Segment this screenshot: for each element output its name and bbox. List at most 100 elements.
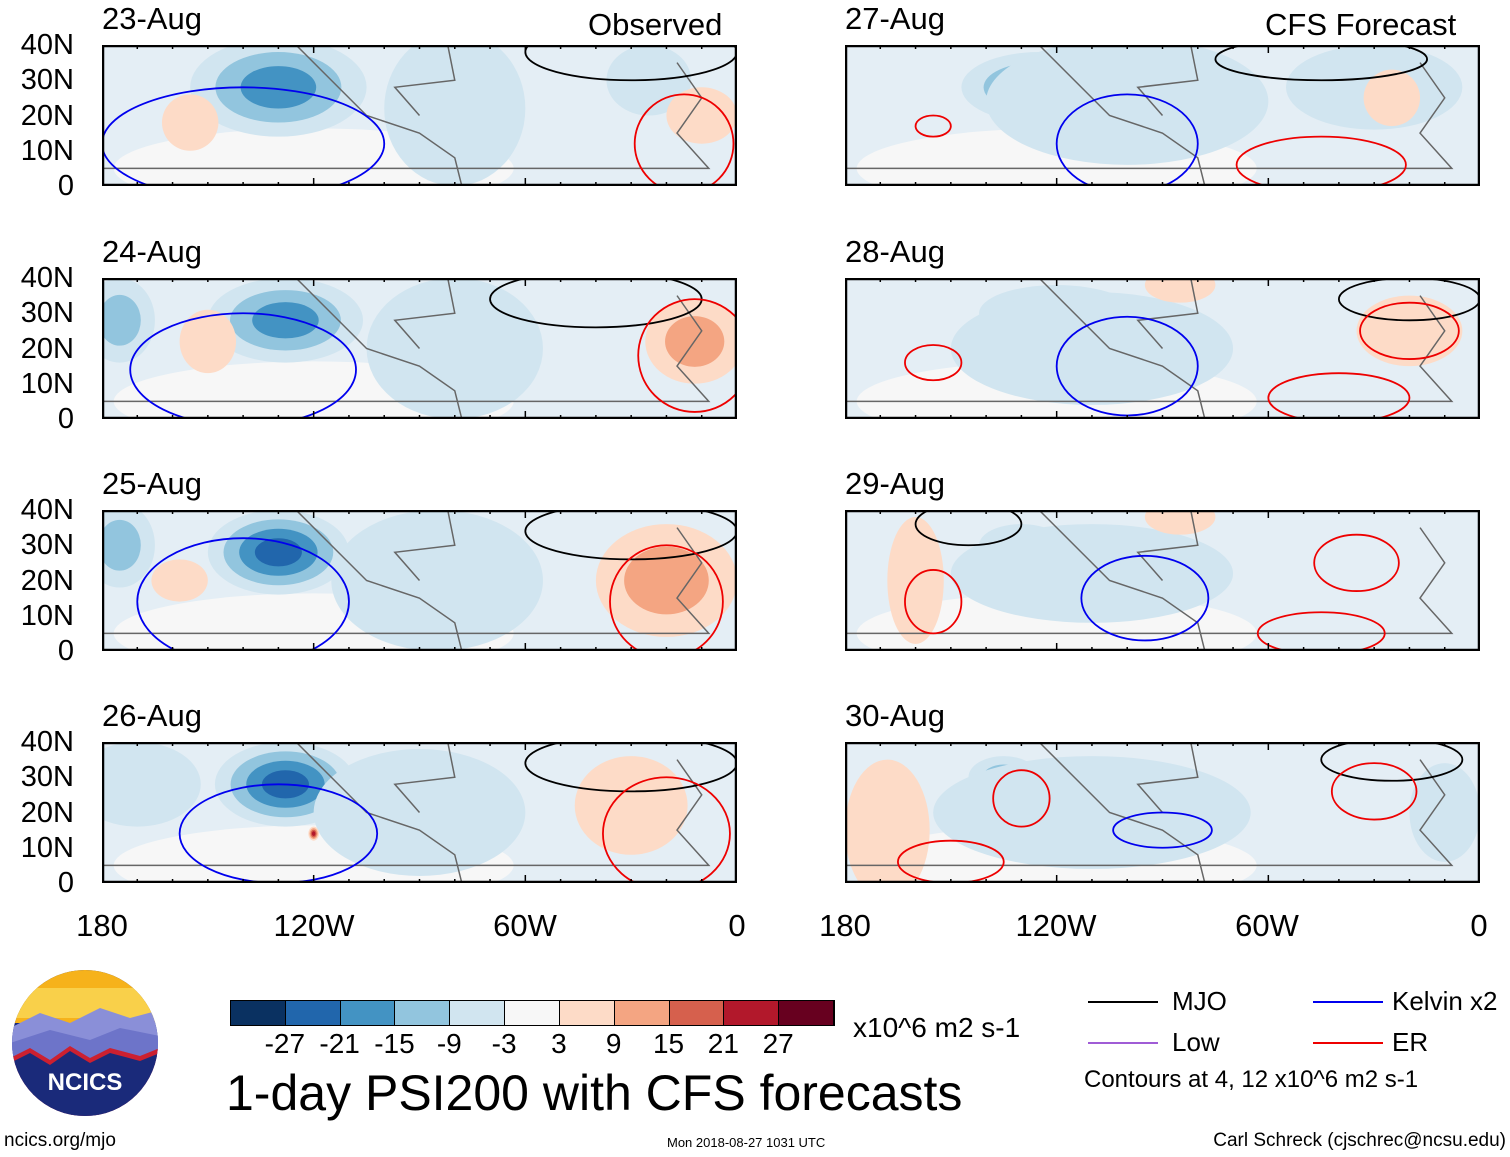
lat-tick: 30N (20, 297, 74, 330)
colorbar-swatch (559, 1001, 615, 1025)
colorbar (230, 1000, 835, 1026)
lat-tick: 30N (20, 529, 74, 562)
coastline (102, 278, 711, 419)
er-contour (904, 569, 963, 635)
lon-tick: 60W (493, 908, 557, 943)
colorbar-units: x10^6 m2 s-1 (853, 1012, 1021, 1043)
colorbar-swatch (779, 1001, 834, 1025)
anomaly-blob (366, 278, 543, 419)
colorbar-swatch (395, 1001, 451, 1025)
anomaly-blob (311, 831, 316, 836)
lat-tick: 0 (57, 403, 74, 435)
colorbar-label: 21 (707, 1028, 739, 1059)
mjo-contour (1338, 278, 1480, 322)
er-contour (1313, 533, 1400, 592)
legend-er-line (1313, 1042, 1383, 1044)
anomaly-blob (887, 517, 944, 644)
footer-author: Carl Schreck (cjschrec@ncsu.edu) (1213, 1130, 1506, 1151)
er-contour (904, 344, 963, 382)
lon-tick: 0 (1470, 908, 1488, 943)
anomaly-blob (1356, 295, 1463, 367)
anomaly-blob (986, 45, 1269, 165)
colorbar-swatch (505, 1001, 560, 1025)
anomaly-blob (151, 559, 208, 602)
lat-tick: 30N (20, 64, 74, 97)
er-contour (637, 298, 737, 413)
anomaly-blob (666, 87, 737, 144)
anomaly-blob (102, 294, 141, 346)
panel-date: 29-Aug (845, 466, 945, 501)
panel-date: 27-Aug (845, 1, 945, 36)
colorbar-swatch (340, 1001, 396, 1025)
lat-tick: 20N (20, 99, 74, 132)
er-contour (602, 776, 731, 883)
lat-tick: 10N (20, 599, 74, 632)
lat-tick: 30N (20, 761, 74, 794)
anomaly-blob (161, 94, 219, 151)
anomaly-blob (1409, 763, 1480, 862)
colorbar-label: -27 (264, 1028, 306, 1059)
coastline (845, 510, 1454, 651)
legend-kelvin-line (1313, 1001, 1383, 1003)
cfs-forecast-label: CFS Forecast (1265, 7, 1457, 42)
figure-title: 1-day PSI200 with CFS forecasts (226, 1065, 963, 1121)
colorbar-swatch (724, 1001, 780, 1025)
kelvin-contour (129, 312, 357, 419)
lat-tick: 0 (57, 867, 74, 899)
lat-tick: 20N (20, 564, 74, 597)
lon-tick: 120W (1015, 908, 1097, 943)
mjo-contour (524, 742, 737, 793)
kelvin-contour (102, 86, 386, 186)
mjo-contour (524, 510, 737, 561)
anomaly-blob (331, 510, 543, 651)
footer-url[interactable]: ncics.org/mjo (4, 1130, 116, 1151)
colorbar-swatch (285, 1001, 341, 1025)
logo-text: NCICS (48, 1069, 123, 1096)
colorbar-label: -9 (436, 1028, 462, 1059)
lat-tick: 10N (20, 367, 74, 400)
anomaly-blob (102, 742, 201, 827)
kelvin-contour (1112, 811, 1213, 849)
lat-tick: 10N (20, 134, 74, 167)
colorbar-label: 3 (551, 1028, 567, 1059)
anomaly-blob (933, 756, 1251, 869)
anomaly-blob (252, 302, 319, 339)
coastline (102, 45, 711, 186)
panel-date: 25-Aug (102, 466, 202, 501)
ncics-logo: NCICS (10, 968, 160, 1123)
colorbar-label: 9 (605, 1028, 622, 1059)
er-contour (1359, 301, 1460, 360)
map-panel (845, 510, 1480, 651)
lon-tick: 0 (728, 908, 746, 943)
anomaly-blob (240, 66, 317, 109)
legend-kelvin-label: Kelvin x2 (1392, 986, 1498, 1016)
anomaly-blob (102, 519, 141, 571)
kelvin-contour (178, 783, 379, 883)
map-panel (102, 45, 737, 186)
lat-tick: 40N (20, 262, 74, 294)
er-contour (914, 114, 952, 138)
colorbar-label: 15 (652, 1028, 685, 1059)
contour-note: Contours at 4, 12 x10^6 m2 s-1 (1084, 1066, 1419, 1093)
lat-tick: 10N (20, 831, 74, 864)
anomaly-blob (1363, 69, 1421, 127)
panel-date: 24-Aug (102, 234, 202, 269)
lon-tick: 180 (819, 908, 871, 943)
kelvin-contour (1055, 93, 1199, 186)
er-contour (1330, 762, 1418, 821)
legend-mjo-label: MJO (1172, 986, 1227, 1016)
lat-tick: 0 (57, 170, 74, 202)
kelvin-contour (136, 537, 350, 651)
colorbar-label: -15 (374, 1028, 415, 1059)
map-panel (102, 278, 737, 419)
colorbar-swatch (614, 1001, 670, 1025)
legend-low-line (1088, 1042, 1158, 1044)
colorbar-swatch (669, 1001, 725, 1025)
kelvin-contour (1080, 554, 1210, 642)
colorbar-swatch (450, 1001, 506, 1025)
map-panel (102, 742, 737, 883)
mjo-contour (914, 510, 1023, 547)
anomaly-blob (574, 756, 688, 855)
anomaly-blob (179, 309, 237, 374)
legend-low-label: Low (1172, 1027, 1220, 1057)
